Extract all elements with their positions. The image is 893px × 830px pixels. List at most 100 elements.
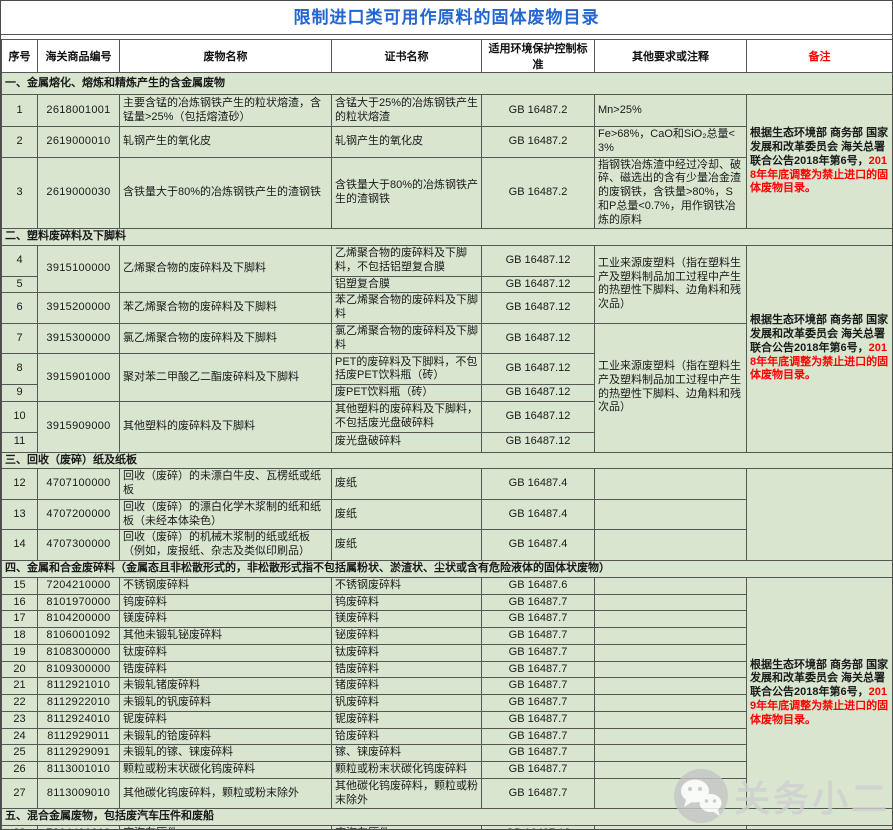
serial-cell: 25 xyxy=(1,744,38,762)
serial-cell: 18 xyxy=(1,627,38,645)
certificate-name-cell: 含锰大于25%的冶炼钢铁产生的粒状熔渣 xyxy=(331,94,482,127)
waste-name-cell: 未锻轧的铪废碎料 xyxy=(119,727,332,746)
serial-cell: 11 xyxy=(1,431,38,453)
waste-name-cell: 其他未锻轧铋废碎料 xyxy=(119,627,332,645)
hs-code-cell: 8112924010 xyxy=(37,710,120,729)
certificate-name-cell: 镓、铼废碎料 xyxy=(331,744,482,762)
serial-cell: 2 xyxy=(1,126,38,158)
standard-cell: GB 16487.12 xyxy=(481,353,595,386)
table-body: 一、金属熔化、熔炼和精炼产生的含金属废物 1 2618001001 主要含锰的冶炼钢铁… xyxy=(1,72,892,829)
standard-cell: GB 16487.7 xyxy=(481,761,595,779)
waste-name-cell: 乙烯聚合物的废碎料及下脚料 xyxy=(119,244,332,294)
waste-name-cell: 回收（废碎）的未漂白牛皮、瓦楞纸或纸板 xyxy=(119,468,332,500)
requirement-cell xyxy=(594,825,747,829)
hs-code-cell: 2618001001 xyxy=(37,94,120,127)
hs-code-cell: 8113001010 xyxy=(37,761,120,779)
certificate-name-cell: 废纸 xyxy=(331,529,482,561)
table-header-row: 序号 海关商品编号 废物名称 证书名称 适用环境保护控制标准 其他要求或注释 备注 xyxy=(1,39,892,73)
hs-code-cell: 4707300000 xyxy=(37,529,120,561)
hs-code-cell: 8112922010 xyxy=(37,694,120,712)
hs-code-cell: 3915200000 xyxy=(37,292,120,324)
certificate-name-cell: 锗废碎料 xyxy=(331,677,482,695)
requirement-cell xyxy=(594,627,747,645)
serial-cell: 21 xyxy=(1,677,38,695)
column-header: 证书名称 xyxy=(331,39,482,73)
requirement-cell xyxy=(594,593,747,612)
serial-cell: 9 xyxy=(1,384,38,402)
waste-name-cell: 含铁量大于80%的冶炼钢铁产生的渣钢铁 xyxy=(119,156,332,230)
serial-cell: 12 xyxy=(1,468,38,500)
hs-code-cell: 2619000030 xyxy=(37,156,120,230)
certificate-name-cell: 轧钢产生的氧化皮 xyxy=(331,126,482,158)
requirement-cell xyxy=(594,660,747,679)
certificate-name-cell: 其他塑料的废碎料及下脚料，不包括废光盘破碎料 xyxy=(331,401,482,433)
standard-cell: GB 16487.7 xyxy=(481,710,595,729)
certificate-name-cell: 颗粒或粉末状碳化钨废碎料 xyxy=(331,761,482,779)
column-header: 其他要求或注释 xyxy=(594,39,747,73)
certificate-name-cell: 含铁量大于80%的冶炼钢铁产生的渣钢铁 xyxy=(331,156,482,230)
waste-name-cell: 主要含锰的冶炼钢铁产生的粒状熔渣，含锰量>25%（包括熔渣砂） xyxy=(119,94,332,127)
section-header-row: 四、金属和合金废碎料（金属态且非松散形式的，非松散形式指不包括属粉状、淤渣状、尘… xyxy=(1,559,892,578)
requirement-cell xyxy=(594,529,747,561)
waste-name-cell: 颗粒或粉末状碳化钨废碎料 xyxy=(119,761,332,779)
certificate-name-cell: PET的废碎料及下脚料，不包括废PET饮料瓶（砖） xyxy=(331,353,482,386)
serial-cell: 5 xyxy=(1,275,38,294)
hs-code-cell: 8112921010 xyxy=(37,677,120,695)
standard-cell: GB 16487.7 xyxy=(481,777,595,810)
standard-cell: GB 16487.7 xyxy=(481,727,595,746)
standard-cell: GB 16487.6 xyxy=(481,576,595,595)
waste-name-cell: 废汽车压件 xyxy=(119,825,332,829)
requirement-cell: 工业来源废塑料（指在塑料生产及塑料制品加工过程中产生的热塑性下脚料、边角料和残次… xyxy=(594,322,747,453)
hs-code-cell: 7204210000 xyxy=(37,576,120,595)
standard-cell: GB 16487.2 xyxy=(481,94,595,127)
serial-cell: 3 xyxy=(1,156,38,230)
waste-name-cell: 铌废碎料 xyxy=(119,710,332,729)
requirement-cell: 工业来源废塑料（指在塑料生产及塑料制品加工过程中产生的热塑性下脚料、边角料和残次… xyxy=(594,245,747,324)
hs-code-cell: 3915300000 xyxy=(37,322,120,355)
certificate-name-cell: 废纸 xyxy=(331,468,482,500)
requirement-cell xyxy=(594,727,747,746)
serial-cell: 20 xyxy=(1,660,38,679)
section-header-row: 二、塑料废碎料及下脚料 xyxy=(1,228,892,246)
certificate-name-cell: 铋废碎料 xyxy=(331,627,482,645)
column-header: 海关商品编号 xyxy=(37,39,120,73)
certificate-name-cell: 其他碳化钨废碎料，颗粒或粉末除外 xyxy=(331,777,482,810)
standard-cell: GB 16487.7 xyxy=(481,694,595,712)
serial-cell: 16 xyxy=(1,593,38,612)
remark-text-dark: 根据生态环境部 商务部 国家发展和改革委员会 海关总署联合公告2018年第6号， xyxy=(750,314,889,354)
column-header: 废物名称 xyxy=(119,39,332,73)
hs-code-cell: 4707100000 xyxy=(37,468,120,500)
requirement-cell: 指钢铁冶炼渣中经过冷却、破碎、磁选出的含有少量冶金渣的废钢铁，含铁量>80%，S… xyxy=(594,156,747,230)
requirement-cell xyxy=(594,643,747,662)
section-header-row: 三、回收（废碎）纸及纸板 xyxy=(1,451,892,470)
hs-code-cell: 8109300000 xyxy=(37,660,120,679)
requirement-cell xyxy=(594,576,747,595)
certificate-name-cell: 钛废碎料 xyxy=(331,643,482,662)
standard-cell: GB 16487.7 xyxy=(481,677,595,695)
standard-cell: GB 16487.12 xyxy=(481,401,595,433)
certificate-name-cell: 废纸 xyxy=(331,498,482,531)
standard-cell: GB 16487.7 xyxy=(481,593,595,612)
standard-cell: GB 16487.13 xyxy=(481,825,595,829)
serial-cell: 22 xyxy=(1,694,38,712)
certificate-name-cell: 钨废碎料 xyxy=(331,593,482,612)
remark-cell: 根据生态环境部 商务部 国家发展和改革委员会 海关总署联合公告2018年第6号，… xyxy=(746,576,892,810)
certificate-name-cell: 铌废碎料 xyxy=(331,710,482,729)
serial-cell: 15 xyxy=(1,576,38,595)
hs-code-cell: 3915901000 xyxy=(37,353,120,402)
waste-name-cell: 回收（废碎）的漂白化学木浆制的纸和纸板（未经本体染色） xyxy=(119,498,332,531)
requirement-cell xyxy=(594,694,747,712)
hs-code-cell: 3915909000 xyxy=(37,401,120,453)
serial-cell: 4 xyxy=(1,245,38,277)
requirement-cell xyxy=(594,610,747,628)
waste-name-cell: 锆废碎料 xyxy=(119,660,332,679)
standard-cell: GB 16487.7 xyxy=(481,643,595,662)
standard-cell: GB 16487.7 xyxy=(481,744,595,762)
waste-name-cell: 未锻轧锗废碎料 xyxy=(119,677,332,695)
requirement-cell xyxy=(594,744,747,762)
serial-cell: 26 xyxy=(1,761,38,779)
waste-name-cell: 氯乙烯聚合物的废碎料及下脚料 xyxy=(119,322,332,355)
remark-text-red: 2018年年底调整为禁止进口的固体废物目录。 xyxy=(750,154,889,195)
standard-cell: GB 16487.2 xyxy=(481,126,595,158)
